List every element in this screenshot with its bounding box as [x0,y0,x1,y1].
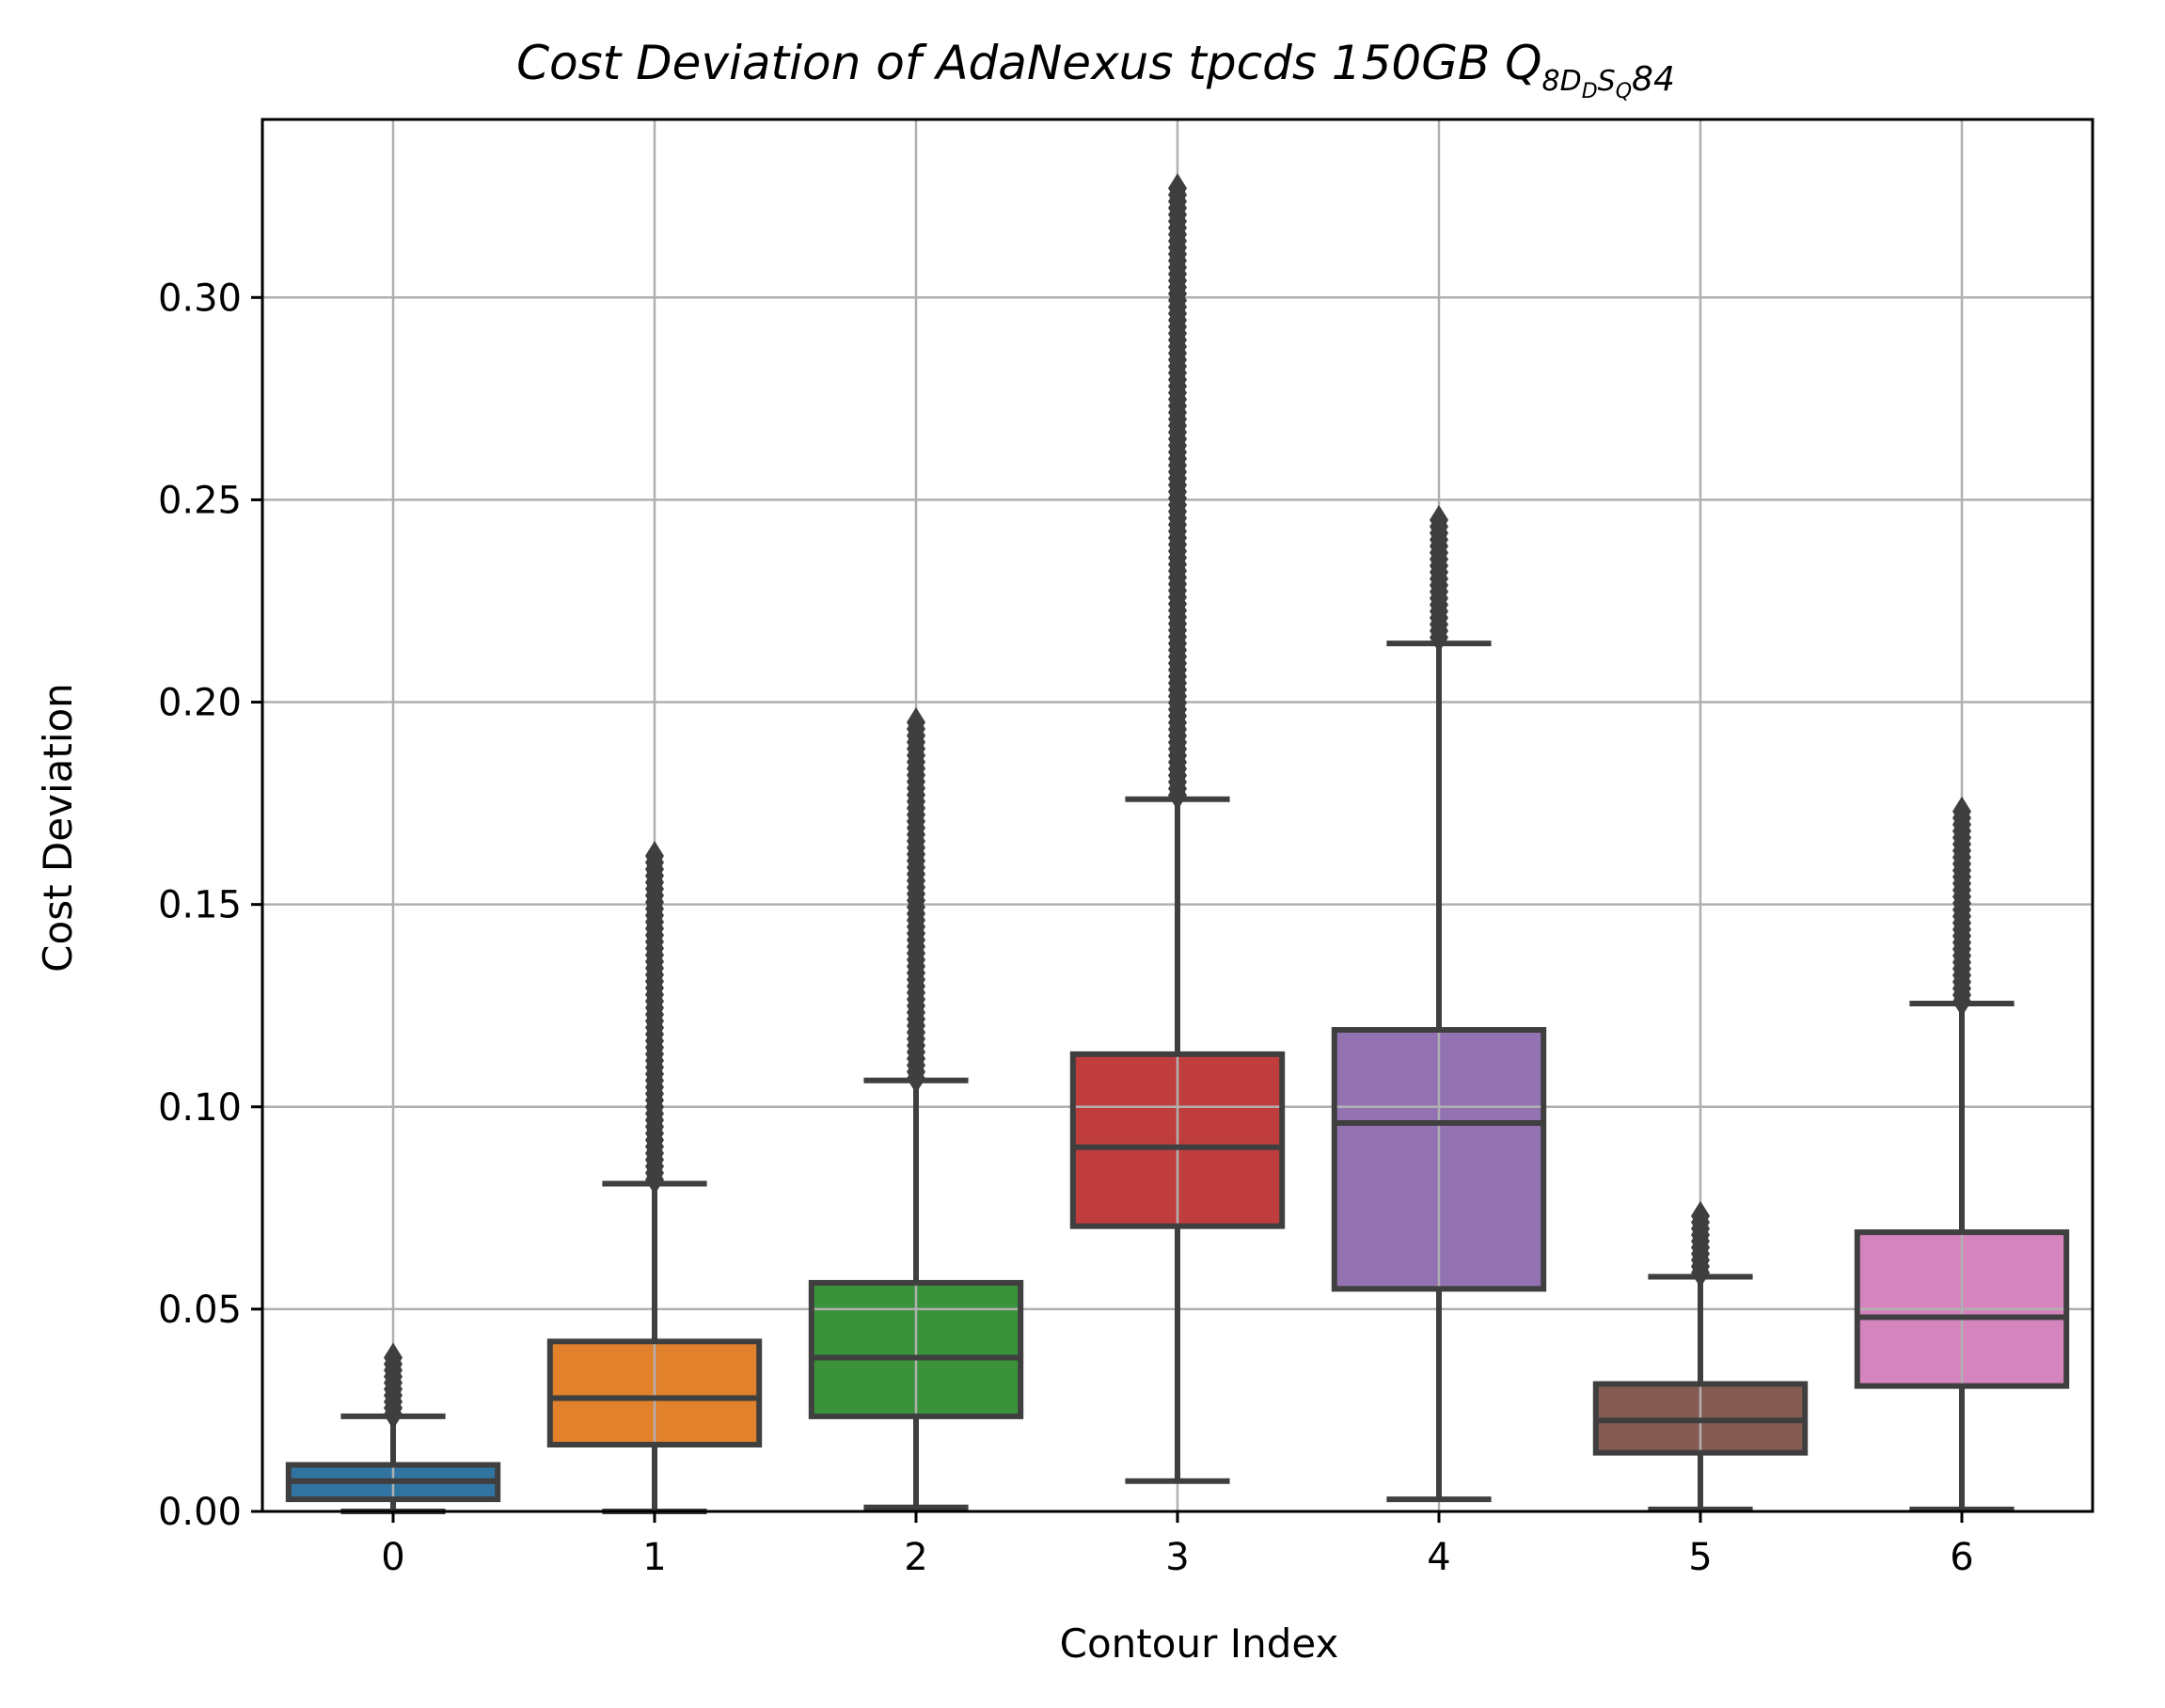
boxes [285,173,2070,1514]
x-tick-label: 3 [1165,1536,1189,1579]
x-tick-label: 4 [1427,1536,1450,1579]
y-tick-label: 0.05 [158,1289,242,1332]
x-tick-label: 0 [381,1536,404,1579]
box-group-2 [808,707,1024,1510]
x-tick-label: 2 [904,1536,927,1579]
y-tick-label: 0.15 [158,884,242,927]
y-axis-label: Cost Deviation [35,683,81,973]
box-group-6 [1854,796,2070,1512]
outlier-point [645,841,664,872]
chart-title-subscript-4: Q [1616,80,1632,103]
chart-title: Cost Deviation of AdaNexus tpcds 150GB Q… [516,36,1675,103]
box-group-0 [285,1342,501,1514]
chart-title-subscript-2: D [1582,80,1598,103]
box-group-4 [1331,504,1547,1503]
y-tick-label: 0.25 [158,479,242,522]
outlier-point [907,707,925,738]
outlier-point [1168,173,1187,204]
outlier-point [1952,796,1971,827]
y-tick-label: 0.20 [158,682,242,725]
outlier-point [1430,504,1448,535]
x-tick-label: 1 [642,1536,666,1579]
y-tick-label: 0.30 [158,277,242,320]
outlier-point [384,1342,403,1373]
chart-title-suffix: 84 [1632,60,1675,99]
y-tick-label: 0.10 [158,1086,242,1130]
x-tick-label: 6 [1950,1536,1973,1579]
chart-title-subscript-3: S [1598,65,1616,98]
chart-title-main: Cost Deviation of AdaNexus tpcds 150GB Q [516,36,1541,90]
x-tick-label: 5 [1688,1536,1712,1579]
outlier-point [1691,1200,1710,1231]
box-group-3 [1069,173,1286,1484]
axis-ticks: 0.00 0.05 0.10 0.15 0.20 0.25 0.30 0 1 2 3 4 5 6 [158,277,1974,1579]
y-tick-label: 0.00 [158,1491,242,1534]
box-group-1 [546,841,763,1514]
chart-title-subscript: 8D [1542,65,1582,98]
x-axis-label: Contour Index [1060,1621,1339,1667]
box-group-5 [1592,1200,1809,1512]
